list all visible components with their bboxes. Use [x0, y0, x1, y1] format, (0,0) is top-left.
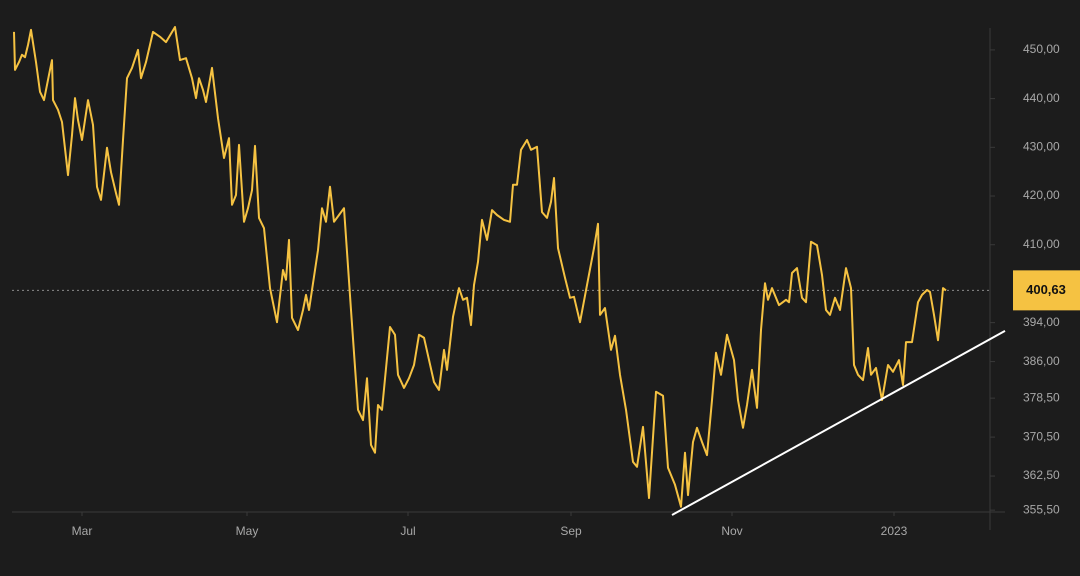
y-tick-label: 386,00 [1023, 354, 1060, 368]
y-tick-label: 440,00 [1023, 91, 1060, 105]
y-tick-label: 394,00 [1023, 315, 1060, 329]
y-tick-label: 430,00 [1023, 139, 1060, 153]
x-tick-label: Mar [72, 524, 93, 538]
y-tick-label: 355,50 [1023, 502, 1060, 516]
x-tick-label: Jul [400, 524, 415, 538]
price-line [13, 26, 947, 508]
x-tick-label: 2023 [881, 524, 908, 538]
trend-line [671, 330, 1006, 516]
x-tick-label: May [236, 524, 259, 538]
x-tick-label: Nov [721, 524, 742, 538]
last-price-box [1013, 270, 1080, 311]
last-price-label: 400,63 [1026, 282, 1066, 297]
y-tick-label: 410,00 [1023, 237, 1060, 251]
y-tick-label: 362,50 [1023, 468, 1060, 482]
x-tick-label: Sep [560, 524, 582, 538]
y-tick-label: 370,50 [1023, 429, 1060, 443]
y-tick-label: 420,00 [1023, 188, 1060, 202]
y-tick-label: 378,50 [1023, 390, 1060, 404]
y-tick-label: 450,00 [1023, 42, 1060, 56]
